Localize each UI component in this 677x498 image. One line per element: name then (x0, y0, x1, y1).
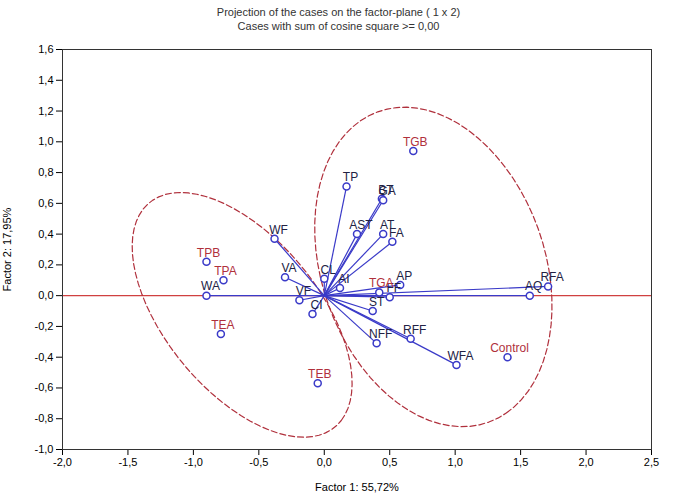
svg-text:2,0: 2,0 (578, 456, 593, 468)
svg-text:WA: WA (201, 279, 220, 293)
svg-text:CL: CL (321, 263, 337, 277)
svg-text:TGB: TGB (403, 135, 428, 149)
svg-text:AQ: AQ (525, 279, 543, 294)
svg-text:0,4: 0,4 (38, 228, 53, 240)
svg-text:-1,0: -1,0 (35, 443, 54, 455)
svg-text:AI: AI (338, 272, 349, 286)
svg-text:GA: GA (379, 184, 396, 198)
svg-text:-0,6: -0,6 (35, 381, 54, 393)
svg-text:0,0: 0,0 (317, 456, 332, 468)
svg-text:FF: FF (386, 281, 402, 295)
svg-text:-2,0: -2,0 (53, 456, 72, 468)
svg-text:1,5: 1,5 (513, 456, 528, 468)
svg-text:AP: AP (396, 268, 413, 283)
svg-text:TPA: TPA (214, 264, 236, 278)
svg-text:WF: WF (269, 223, 288, 237)
html-text:Cases with sum of cosine squar: Cases with sum of cosine square >= 0,00 (237, 20, 440, 32)
svg-text:FA: FA (389, 226, 404, 240)
svg-text:-1,0: -1,0 (184, 456, 203, 468)
svg-text:0,6: 0,6 (38, 197, 53, 209)
svg-text:1,0: 1,0 (38, 135, 53, 147)
svg-text:TGA: TGA (369, 276, 394, 290)
svg-text:1,2: 1,2 (38, 105, 53, 117)
svg-text:-0,4: -0,4 (35, 351, 54, 363)
svg-text:0,0: 0,0 (38, 289, 53, 301)
svg-text:AST: AST (349, 218, 373, 232)
svg-text:TPB: TPB (197, 246, 220, 260)
svg-text:WFA: WFA (447, 349, 473, 363)
svg-text:RFA: RFA (540, 270, 563, 284)
svg-text:Factor 1: 55,72%: Factor 1: 55,72% (315, 481, 399, 493)
svg-text:RFF: RFF (403, 323, 426, 337)
svg-text:TEB: TEB (308, 367, 331, 381)
svg-text:0,2: 0,2 (38, 258, 53, 270)
svg-text:0,5: 0,5 (382, 456, 397, 468)
svg-text:ST: ST (369, 295, 385, 309)
svg-text:1,0: 1,0 (448, 456, 463, 468)
svg-text:1,4: 1,4 (38, 74, 53, 86)
svg-text:NFF: NFF (369, 327, 392, 341)
svg-text:Control: Control (490, 341, 529, 355)
svg-text:TP: TP (343, 170, 358, 184)
svg-text:CI: CI (310, 298, 322, 312)
svg-text:-0,2: -0,2 (35, 320, 54, 332)
html-text:Projection of the cases on the: Projection of the cases on the factor-pl… (216, 6, 461, 18)
svg-text:1,6: 1,6 (38, 43, 53, 55)
svg-text:Factor 2: 17,95%: Factor 2: 17,95% (1, 207, 13, 291)
svg-text:2,5: 2,5 (644, 456, 659, 468)
svg-text:TEA: TEA (211, 318, 234, 332)
svg-text:VA: VA (281, 261, 296, 275)
svg-text:0,8: 0,8 (38, 166, 53, 178)
svg-text:-0,5: -0,5 (249, 456, 268, 468)
svg-text:-1,5: -1,5 (118, 456, 137, 468)
svg-text:AT: AT (380, 218, 395, 232)
svg-text:VF: VF (296, 284, 311, 298)
svg-text:-0,8: -0,8 (35, 412, 54, 424)
